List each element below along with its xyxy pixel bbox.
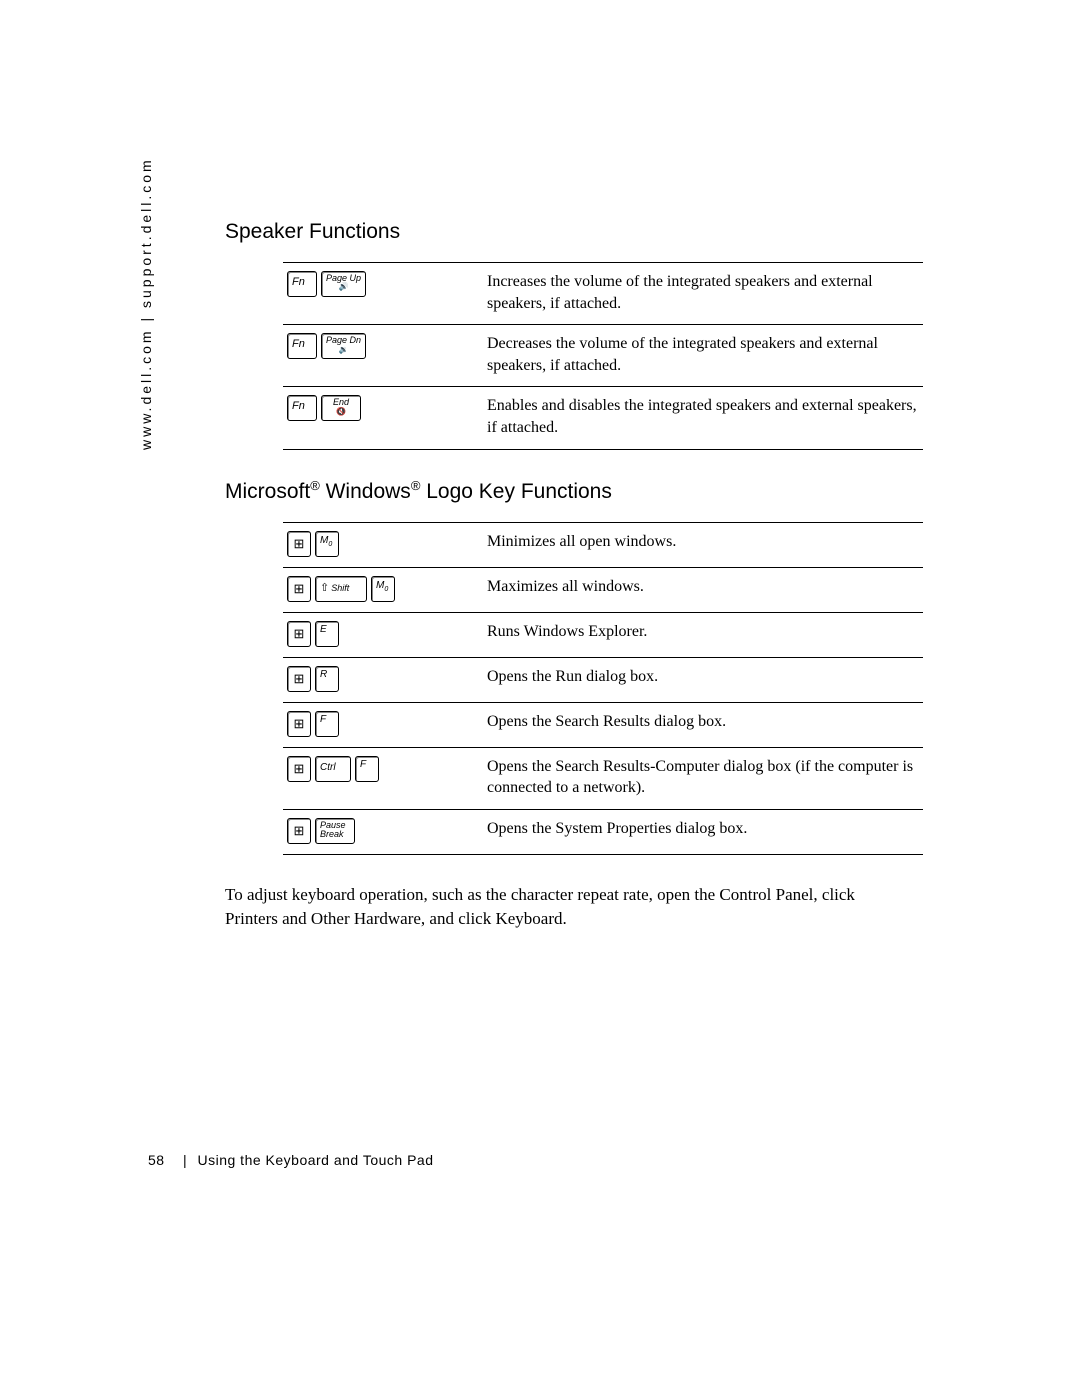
pause-break-key-icon: PauseBreak bbox=[315, 818, 355, 844]
letter-key-icon: F bbox=[355, 756, 379, 782]
footer-separator: | bbox=[183, 1152, 187, 1168]
description-cell: Runs Windows Explorer. bbox=[483, 612, 923, 657]
m-key-icon: M0 bbox=[371, 576, 395, 602]
key-combo-cell: ⊞CtrlF bbox=[283, 747, 483, 809]
shift-key-icon: ⇧Shift bbox=[315, 576, 367, 602]
key-combo-cell: ⊞PauseBreak bbox=[283, 809, 483, 854]
table-row: ⊞FOpens the Search Results dialog box. bbox=[283, 702, 923, 747]
table-row: FnPage Up🔊Increases the volume of the in… bbox=[283, 263, 923, 325]
table-row: ⊞PauseBreakOpens the System Properties d… bbox=[283, 809, 923, 854]
key-combo-cell: ⊞R bbox=[283, 657, 483, 702]
fn-key-icon: Fn bbox=[287, 395, 317, 421]
windows-logo-heading: Microsoft® Windows® Logo Key Functions bbox=[225, 478, 925, 504]
windows-logo-key-icon: ⊞ bbox=[287, 531, 311, 557]
ctrl-key-icon: Ctrl bbox=[315, 756, 351, 782]
description-cell: Opens the System Properties dialog box. bbox=[483, 809, 923, 854]
sidebar-url: www.dell.com | support.dell.com bbox=[138, 157, 154, 450]
description-cell: Decreases the volume of the integrated s… bbox=[483, 325, 923, 387]
description-cell: Opens the Search Results dialog box. bbox=[483, 702, 923, 747]
windows-logo-key-icon: ⊞ bbox=[287, 818, 311, 844]
footer-chapter-title: Using the Keyboard and Touch Pad bbox=[198, 1152, 434, 1168]
letter-key-icon: R bbox=[315, 666, 339, 692]
page-number: 58 bbox=[148, 1152, 165, 1168]
page-footer: 58 | Using the Keyboard and Touch Pad bbox=[148, 1152, 434, 1168]
windows-logo-key-icon: ⊞ bbox=[287, 756, 311, 782]
page-content: Speaker Functions FnPage Up🔊Increases th… bbox=[225, 220, 925, 930]
table-row: ⊞ROpens the Run dialog box. bbox=[283, 657, 923, 702]
description-cell: Maximizes all windows. bbox=[483, 567, 923, 612]
adjust-keyboard-paragraph: To adjust keyboard operation, such as th… bbox=[225, 883, 885, 931]
pagekey-icon: End🔇 bbox=[321, 395, 361, 421]
table-row: ⊞⇧ShiftM0Maximizes all windows. bbox=[283, 567, 923, 612]
description-cell: Opens the Run dialog box. bbox=[483, 657, 923, 702]
pagekey-icon: Page Dn🔉 bbox=[321, 333, 366, 359]
m-key-icon: M0 bbox=[315, 531, 339, 557]
table-row: ⊞CtrlFOpens the Search Results-Computer … bbox=[283, 747, 923, 809]
windows-logo-key-icon: ⊞ bbox=[287, 621, 311, 647]
speaker-functions-table: FnPage Up🔊Increases the volume of the in… bbox=[283, 262, 923, 450]
key-combo-cell: ⊞M0 bbox=[283, 522, 483, 567]
windows-logo-table: ⊞M0Minimizes all open windows.⊞⇧ShiftM0M… bbox=[283, 522, 923, 855]
speaker-functions-heading: Speaker Functions bbox=[225, 220, 925, 244]
fn-key-icon: Fn bbox=[287, 333, 317, 359]
windows-logo-key-icon: ⊞ bbox=[287, 711, 311, 737]
description-cell: Increases the volume of the integrated s… bbox=[483, 263, 923, 325]
key-combo-cell: FnPage Up🔊 bbox=[283, 263, 483, 325]
description-cell: Enables and disables the integrated spea… bbox=[483, 387, 923, 449]
key-combo-cell: FnPage Dn🔉 bbox=[283, 325, 483, 387]
key-combo-cell: ⊞E bbox=[283, 612, 483, 657]
table-row: FnEnd🔇Enables and disables the integrate… bbox=[283, 387, 923, 449]
key-combo-cell: ⊞F bbox=[283, 702, 483, 747]
fn-key-icon: Fn bbox=[287, 271, 317, 297]
letter-key-icon: F bbox=[315, 711, 339, 737]
letter-key-icon: E bbox=[315, 621, 339, 647]
windows-logo-key-icon: ⊞ bbox=[287, 576, 311, 602]
table-row: ⊞M0Minimizes all open windows. bbox=[283, 522, 923, 567]
table-row: ⊞ERuns Windows Explorer. bbox=[283, 612, 923, 657]
table-row: FnPage Dn🔉Decreases the volume of the in… bbox=[283, 325, 923, 387]
pagekey-icon: Page Up🔊 bbox=[321, 271, 366, 297]
description-cell: Minimizes all open windows. bbox=[483, 522, 923, 567]
description-cell: Opens the Search Results-Computer dialog… bbox=[483, 747, 923, 809]
key-combo-cell: ⊞⇧ShiftM0 bbox=[283, 567, 483, 612]
key-combo-cell: FnEnd🔇 bbox=[283, 387, 483, 449]
windows-logo-key-icon: ⊞ bbox=[287, 666, 311, 692]
